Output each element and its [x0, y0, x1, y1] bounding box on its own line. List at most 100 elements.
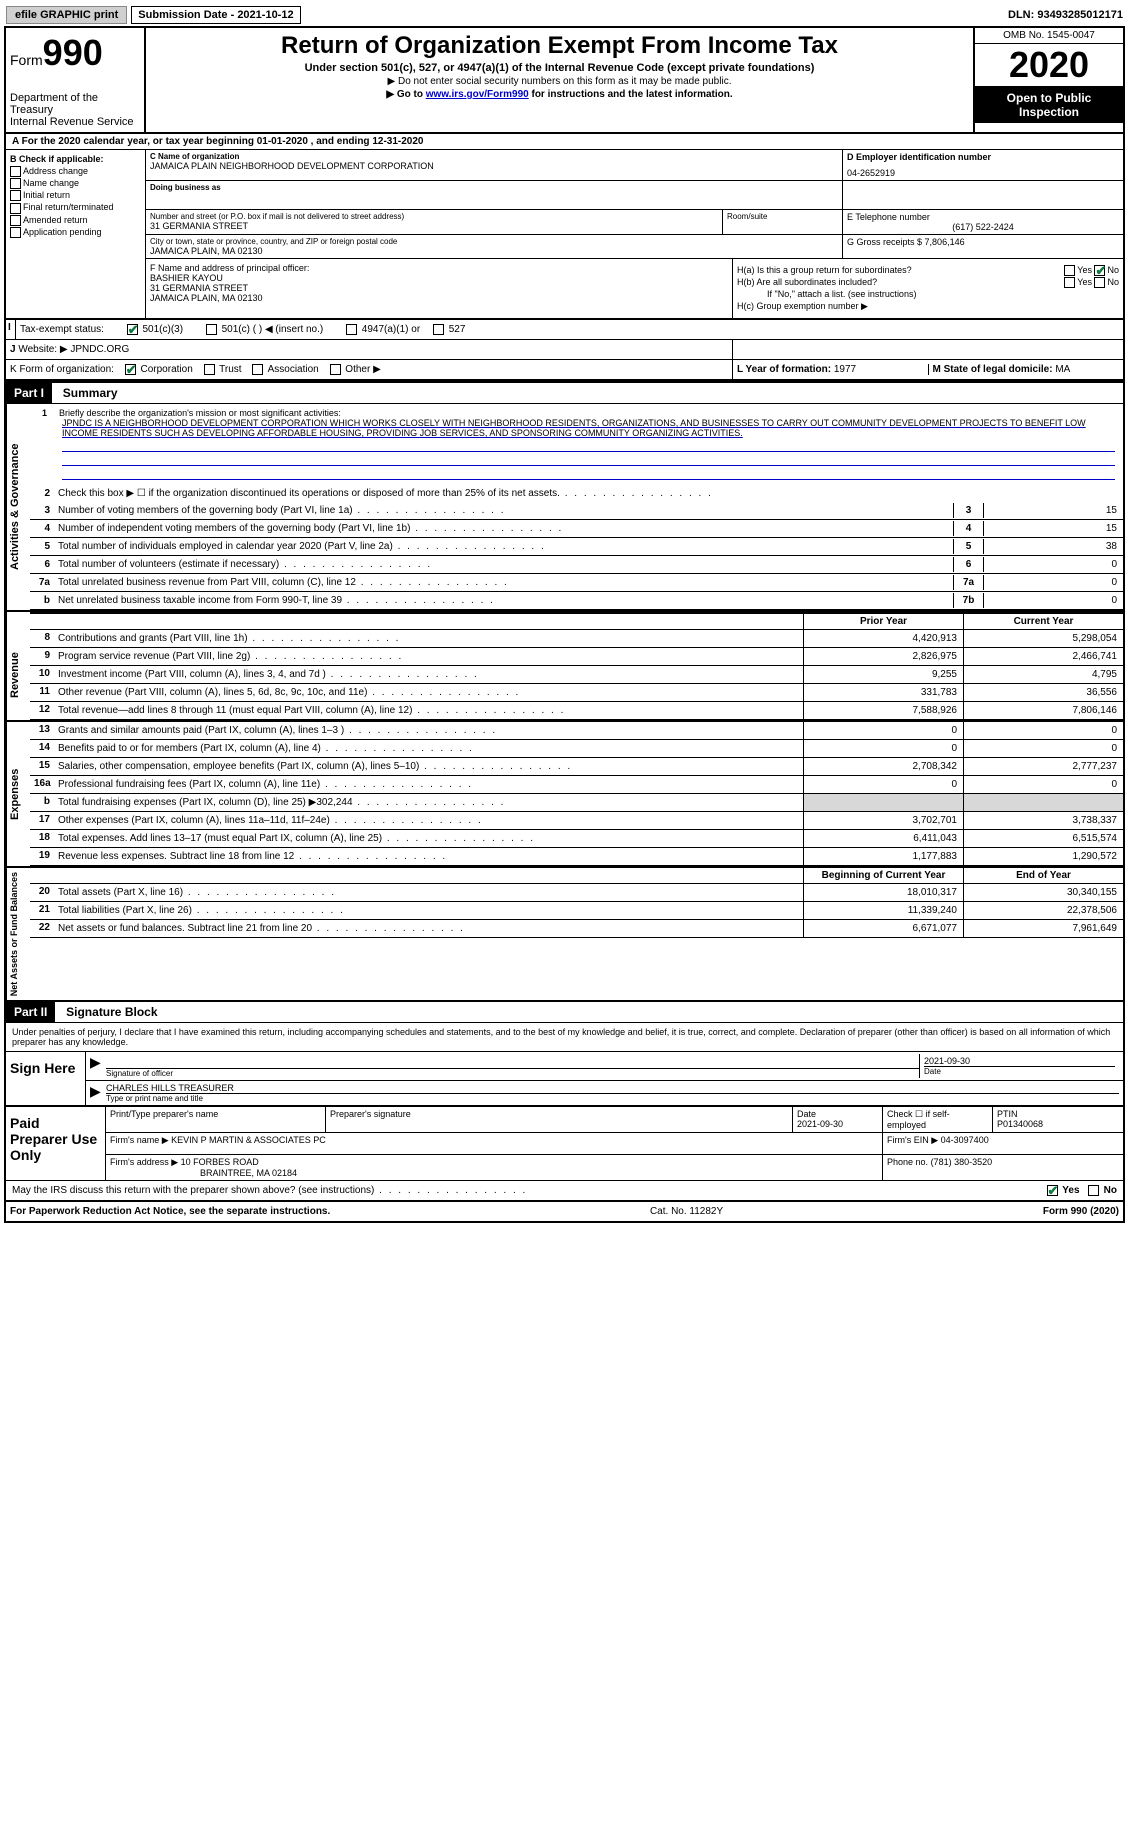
firm-ein: 04-3097400 — [941, 1135, 989, 1145]
officer-sig-label: Signature of officer — [106, 1068, 919, 1078]
omb-number: OMB No. 1545-0047 — [975, 28, 1123, 44]
data-line: 17Other expenses (Part IX, column (A), l… — [30, 812, 1123, 830]
ein: 04-2652919 — [847, 168, 1119, 178]
section-b: B Check if applicable: Address change Na… — [6, 150, 146, 318]
cb-corporation[interactable] — [125, 364, 136, 375]
open-inspection: Open to Public Inspection — [975, 87, 1123, 123]
firm-phone: (781) 380-3520 — [931, 1157, 993, 1167]
cb-application[interactable] — [10, 227, 21, 238]
cb-other[interactable] — [330, 364, 341, 375]
gov-line: 4Number of independent voting members of… — [30, 520, 1123, 538]
gross-receipts: 7,806,146 — [925, 237, 965, 247]
cb-amended[interactable] — [10, 215, 21, 226]
form-footer: Form 990 (2020) — [1043, 1206, 1119, 1217]
data-line: 9Program service revenue (Part VIII, lin… — [30, 648, 1123, 666]
current-year-hdr: Current Year — [963, 614, 1123, 629]
cb-may-irs-yes[interactable] — [1047, 1185, 1058, 1196]
irs-link[interactable]: www.irs.gov/Form990 — [426, 89, 529, 100]
org-name: JAMAICA PLAIN NEIGHBORHOOD DEVELOPMENT C… — [150, 161, 838, 171]
data-line: 15Salaries, other compensation, employee… — [30, 758, 1123, 776]
form-id-block: Form990 Department of the Treasury Inter… — [6, 28, 146, 132]
data-line: 12Total revenue—add lines 8 through 11 (… — [30, 702, 1123, 720]
tax-year-range: A For the 2020 calendar year, or tax yea… — [6, 134, 1123, 150]
cb-final-return[interactable] — [10, 203, 21, 214]
gov-line: 5Total number of individuals employed in… — [30, 538, 1123, 556]
officer-street: 31 GERMANIA STREET — [150, 283, 728, 293]
top-bar: efile GRAPHIC print Submission Date - 20… — [4, 4, 1125, 26]
preparer-date: 2021-09-30 — [797, 1119, 843, 1129]
ptin: P01340068 — [997, 1119, 1043, 1129]
section-c-street: Number and street (or P.O. box if mail i… — [146, 210, 723, 234]
sign-date: 2021-09-30 — [924, 1056, 1115, 1066]
section-c-city: City or town, state or province, country… — [146, 235, 843, 258]
cb-4947[interactable] — [346, 324, 357, 335]
cb-ha-no[interactable] — [1094, 265, 1105, 276]
data-line: bTotal fundraising expenses (Part IX, co… — [30, 794, 1123, 812]
part2-title: Signature Block — [58, 1005, 157, 1019]
officer-name: BASHIER KAYOU — [150, 273, 728, 283]
preparer-name-label: Print/Type preparer's name — [106, 1107, 326, 1132]
cb-initial-return[interactable] — [10, 190, 21, 201]
cb-association[interactable] — [252, 364, 263, 375]
cb-501c3[interactable] — [127, 324, 138, 335]
form-note-1: ▶ Do not enter social security numbers o… — [150, 76, 969, 87]
preparer-sig-label: Preparer's signature — [326, 1107, 793, 1132]
org-street: 31 GERMANIA STREET — [150, 221, 718, 231]
arrow-icon: ▶ — [90, 1083, 106, 1103]
part1-header: Part I — [6, 383, 52, 403]
form-number: 990 — [43, 32, 103, 73]
cb-hb-yes[interactable] — [1064, 277, 1075, 288]
efile-badge: efile GRAPHIC print — [6, 6, 127, 24]
prior-year-hdr: Prior Year — [803, 614, 963, 629]
firm-city: BRAINTREE, MA 02184 — [110, 1168, 297, 1178]
section-f: F Name and address of principal officer:… — [146, 259, 733, 318]
begin-year-hdr: Beginning of Current Year — [803, 868, 963, 883]
website-row: J Website: ▶ JPNDC.ORG — [6, 340, 733, 359]
section-e: E Telephone number (617) 522-2424 — [843, 210, 1123, 234]
gov-line: 2Check this box ▶ ☐ if the organization … — [30, 484, 1123, 502]
section-b-header: B Check if applicable: — [10, 154, 141, 164]
data-line: 21Total liabilities (Part X, line 26)11,… — [30, 902, 1123, 920]
tax-year: 2020 — [975, 44, 1123, 87]
year-formation: L Year of formation: 1977 — [737, 364, 929, 375]
cb-ha-yes[interactable] — [1064, 265, 1075, 276]
part2-header: Part II — [6, 1002, 55, 1022]
state-domicile: M State of legal domicile: MA — [929, 364, 1120, 375]
officer-city: JAMAICA PLAIN, MA 02130 — [150, 293, 728, 303]
data-line: 10Investment income (Part VIII, column (… — [30, 666, 1123, 684]
title-block: Return of Organization Exempt From Incom… — [146, 28, 973, 132]
cb-name-change[interactable] — [10, 178, 21, 189]
section-h: H(a) Is this a group return for subordin… — [733, 259, 1123, 318]
sign-here-label: Sign Here — [6, 1052, 86, 1105]
cb-address-change[interactable] — [10, 166, 21, 177]
cb-501c[interactable] — [206, 324, 217, 335]
gov-line: 7aTotal unrelated business revenue from … — [30, 574, 1123, 592]
vtab-revenue: Revenue — [6, 630, 30, 720]
section-g: G Gross receipts $ 7,806,146 — [843, 235, 1123, 258]
firm-name: KEVIN P MARTIN & ASSOCIATES PC — [171, 1135, 326, 1145]
cb-527[interactable] — [433, 324, 444, 335]
cat-no: Cat. No. 11282Y — [330, 1206, 1043, 1217]
data-line: 18Total expenses. Add lines 13–17 (must … — [30, 830, 1123, 848]
website-url: JPNDC.ORG — [70, 344, 129, 355]
part1-title: Summary — [55, 386, 118, 400]
paperwork-notice: For Paperwork Reduction Act Notice, see … — [10, 1206, 330, 1217]
cb-trust[interactable] — [204, 364, 215, 375]
mission-text: JPNDC IS A NEIGHBORHOOD DEVELOPMENT CORP… — [62, 418, 1115, 438]
cb-may-irs-no[interactable] — [1088, 1185, 1099, 1196]
year-block: OMB No. 1545-0047 2020 Open to Public In… — [973, 28, 1123, 132]
self-employed-label: Check ☐ if self-employed — [883, 1107, 993, 1132]
form-subtitle: Under section 501(c), 527, or 4947(a)(1)… — [150, 62, 969, 74]
arrow-icon: ▶ — [90, 1054, 106, 1078]
section-c-name: C Name of organization JAMAICA PLAIN NEI… — [146, 150, 843, 180]
form-prefix: Form — [10, 52, 43, 68]
firm-address: 10 FORBES ROAD — [181, 1157, 259, 1167]
section-d: D Employer identification number 04-2652… — [843, 150, 1123, 180]
org-city: JAMAICA PLAIN, MA 02130 — [150, 246, 838, 256]
section-hc: H(c) Group exemption number ▶ — [737, 301, 1119, 312]
end-year-hdr: End of Year — [963, 868, 1123, 883]
gov-line: 3Number of voting members of the governi… — [30, 502, 1123, 520]
officer-name-title: CHARLES HILLS TREASURER — [106, 1083, 1119, 1093]
mission-block: 1Briefly describe the organization's mis… — [30, 404, 1123, 484]
cb-hb-no[interactable] — [1094, 277, 1105, 288]
